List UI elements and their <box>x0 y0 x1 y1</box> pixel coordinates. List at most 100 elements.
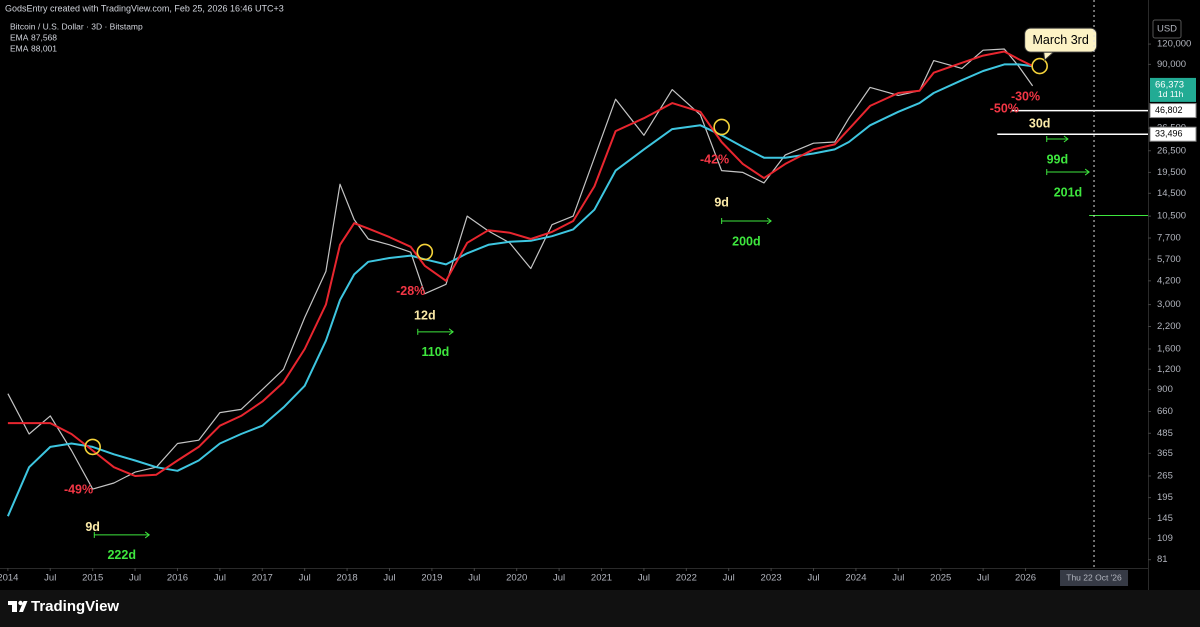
x-tick-label: 2020 <box>506 573 527 584</box>
logo-mark <box>18 600 23 606</box>
annotation: -28% <box>396 284 425 298</box>
callout-box <box>1024 27 1098 53</box>
cross-marker <box>1031 57 1048 75</box>
x-tick-label: 2018 <box>337 573 358 584</box>
y-tick-label: 195 <box>1157 492 1173 503</box>
symbol: Bitcoin / U.S. Dollar · 3D · Bitstamp <box>10 21 143 31</box>
x-tick-label: 2025 <box>930 573 951 584</box>
range-label: 200d <box>732 234 761 248</box>
footer <box>0 590 1200 627</box>
x-tick-label: Jul <box>299 573 311 584</box>
legend-label: EMA <box>10 32 29 42</box>
y-tick-label: 7,700 <box>1157 233 1181 244</box>
x-tick-label: Jul <box>129 573 141 584</box>
y-tick-label: 26,500 <box>1157 145 1186 156</box>
range-label: 99d <box>1047 152 1069 166</box>
x-tick-label: 2023 <box>761 573 782 584</box>
level-label-box <box>1149 126 1197 142</box>
level-label-box <box>1149 103 1197 119</box>
price-line <box>7 48 1034 490</box>
annotation: -42% <box>700 152 729 166</box>
y-tick-label: 14,500 <box>1157 188 1186 199</box>
y-tick-label: 2,200 <box>1157 321 1181 332</box>
range-label: 222d <box>107 548 136 562</box>
y-tick-label: 90,000 <box>1157 59 1186 70</box>
level-label: 46,802 <box>1155 105 1183 115</box>
x-tick-label: Jul <box>807 573 819 584</box>
logo <box>8 600 28 612</box>
y-tick-label: 660 <box>1157 406 1173 417</box>
credit: GodsEntry created with TradingView.com, … <box>5 3 284 13</box>
y-tick-label: 1,200 <box>1157 364 1181 375</box>
y-tick-label: 120,000 <box>1157 39 1191 50</box>
x-tick-label: 2019 <box>421 573 442 584</box>
range-label: 201d <box>1054 185 1083 199</box>
brand: TradingView <box>31 598 119 615</box>
annotation: 30d <box>1029 116 1051 130</box>
plot-area <box>6 48 1148 539</box>
last-price-countdown: 1d 11h <box>1158 89 1184 99</box>
x-tick-label: 2015 <box>82 573 103 584</box>
ema-line <box>6 63 1033 517</box>
x-tick-label: Jul <box>638 573 650 584</box>
y-tick-label: 81 <box>1157 554 1168 565</box>
x-tick-label: 2022 <box>676 573 697 584</box>
crosshair-label-box <box>1060 570 1129 586</box>
x-tick-label: Jul <box>892 573 904 584</box>
y-tick-label: 145 <box>1157 513 1173 524</box>
range-head <box>766 217 772 225</box>
annotation: -30% <box>1011 89 1040 103</box>
range-head <box>448 328 454 336</box>
x-tick-label: Jul <box>723 573 735 584</box>
y-tick-label: 19,500 <box>1157 167 1186 178</box>
y-tick-label: 1,600 <box>1157 344 1181 355</box>
x-tick-label: 2021 <box>591 573 612 584</box>
annotation: -49% <box>64 483 93 497</box>
logo-mark <box>12 601 17 612</box>
level-label: 33,496 <box>1155 129 1183 139</box>
x-tick-label: Jul <box>977 573 989 584</box>
annotation: 9d <box>85 520 100 534</box>
x-tick-label: Jul <box>44 573 56 584</box>
y-tick-label: 265 <box>1157 470 1173 481</box>
y-tick-label: 485 <box>1157 428 1173 439</box>
annotation: 9d <box>714 195 729 209</box>
currency: USD <box>1157 24 1177 35</box>
cross-marker <box>713 118 730 136</box>
range-head <box>144 531 151 539</box>
x-tick-label: 2016 <box>167 573 188 584</box>
y-tick-label: 10,500 <box>1157 211 1186 222</box>
y-tick-label: 365 <box>1157 448 1173 459</box>
legend-value: 88,001 <box>31 43 57 53</box>
currency-box <box>1152 19 1182 39</box>
x-tick-label: Jul <box>553 573 565 584</box>
range-label: 110d <box>422 345 450 359</box>
annotation: -50% <box>990 101 1019 115</box>
cross-marker <box>84 438 101 456</box>
ema-line <box>7 50 1034 477</box>
x-tick-label: 2014 <box>0 573 18 584</box>
y-tick-label: 3,000 <box>1157 299 1181 310</box>
y-tick-label: 900 <box>1157 384 1173 395</box>
legend-value: 87,568 <box>31 32 57 42</box>
range-head <box>1063 135 1069 143</box>
crosshair-label: Thu 22 Oct '26 <box>1066 572 1122 582</box>
y-tick-label: 5,700 <box>1157 254 1181 265</box>
logo-mark <box>19 601 28 612</box>
last-price-label: 66,373 <box>1155 79 1184 90</box>
annotation: 12d <box>414 308 436 322</box>
cross-marker <box>416 243 434 261</box>
x-tick-label: Jul <box>214 573 226 584</box>
y-tick-label: 109 <box>1157 533 1173 544</box>
x-tick-label: 2026 <box>1015 573 1036 584</box>
x-tick-label: 2017 <box>252 573 273 584</box>
x-tick-label: Jul <box>468 573 480 584</box>
range-head <box>1084 168 1090 176</box>
legend-label: EMA <box>10 43 29 53</box>
x-tick-label: 2024 <box>845 573 866 584</box>
callout-text: March 3rd <box>1033 33 1089 47</box>
x-tick-label: Jul <box>383 573 395 584</box>
y-tick-label: 4,200 <box>1157 275 1181 286</box>
last-price-box <box>1150 77 1196 102</box>
